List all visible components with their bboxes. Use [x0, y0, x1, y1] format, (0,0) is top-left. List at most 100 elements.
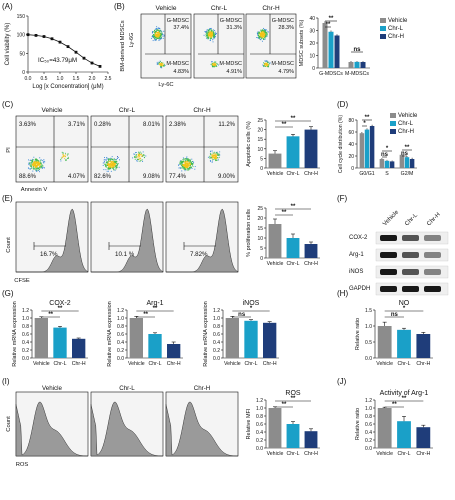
- panel-C-bar-b-sig-label: **: [291, 116, 296, 122]
- panel-B-event-dot: [263, 32, 265, 34]
- panel-A-x-tick-label: 0.0: [25, 76, 32, 82]
- panel-C-event-dot: [38, 161, 40, 163]
- panel-C-event-dot: [185, 162, 187, 164]
- panel-C-event-dot: [215, 154, 217, 156]
- panel-C-event-dot: [36, 164, 38, 166]
- panel-G-inos-y-tick-label: 0.6: [213, 332, 220, 338]
- panel-C-event-dot: [36, 160, 38, 162]
- panel-B-event-dot: [155, 31, 157, 33]
- panel-C-event-dot: [110, 157, 112, 159]
- panel-B-event-dot: [159, 33, 161, 34]
- panel-C-event-dot: [41, 164, 43, 165]
- panel-C-event-dot: [40, 167, 42, 169]
- panel-B-event-dot: [265, 62, 267, 64]
- panel-C-event-dot: [31, 165, 33, 167]
- panel-C-event-dot: [209, 160, 211, 162]
- panel-B-event-dot: [265, 64, 267, 66]
- panel-C-event-dot: [192, 164, 194, 166]
- panel-A-x-tick-label: 2.0: [89, 76, 96, 82]
- panel-C-event-dot: [32, 165, 34, 167]
- panel-B-event-dot: [211, 65, 213, 67]
- panel-B-event-dot: [205, 33, 207, 35]
- panel-C-event-dot: [104, 157, 105, 159]
- panel-B-event-dot: [261, 33, 263, 34]
- panel-B-event-dot: [207, 37, 209, 39]
- panel-B-event-dot: [261, 34, 263, 36]
- panel-E-bar-y-tick-label: 0: [260, 256, 263, 262]
- panel-G-inos-b-sig-label: *: [250, 306, 253, 312]
- panel-B-event-dot: [160, 31, 162, 33]
- panel-C-event-dot: [113, 158, 115, 160]
- panel-F-band: [402, 252, 419, 258]
- panel-C-event-dot: [31, 161, 33, 163]
- panel-A-point: [74, 50, 78, 54]
- panel-B-event-dot: [267, 65, 269, 67]
- panel-C-event-dot: [37, 163, 39, 165]
- panel-B-inner-y-label: Ly-6G: [129, 33, 135, 48]
- panel-C-event-dot: [43, 167, 45, 169]
- panel-C-event-dot: [39, 161, 41, 163]
- panel-C-event-dot: [141, 156, 143, 158]
- panel-C-event-dot: [211, 160, 213, 162]
- panel-C-event-dot: [112, 163, 114, 165]
- panel-B-event-dot: [215, 61, 217, 63]
- panel-A-curve: [27, 34, 101, 67]
- panel-C-event-dot: [184, 170, 186, 172]
- panel-C-event-dot: [140, 159, 142, 161]
- panel-C-event-dot: [35, 160, 37, 162]
- panel-B-legend-entry: Chr-L: [388, 26, 404, 32]
- panel-C-event-dot: [182, 160, 183, 162]
- panel-B-event-dot: [153, 34, 155, 36]
- panel-I-plot-title: Chr-L: [119, 385, 135, 392]
- panel-I-bar-y-axis-label: Relative MFI: [246, 408, 252, 439]
- panel-C-event-dot: [181, 163, 183, 165]
- panel-C-event-dot: [39, 169, 40, 170]
- panel-C-event-dot: [213, 152, 215, 154]
- panel-B-event-dot: [215, 65, 217, 67]
- panel-C-event-dot: [44, 161, 46, 163]
- panel-C-event-dot: [211, 154, 213, 156]
- panel-A-point: [50, 37, 54, 41]
- panel-C-event-dot: [107, 163, 109, 165]
- panel-B-event-dot: [159, 64, 161, 65]
- panel-C-event-dot: [212, 152, 214, 154]
- panel-B-event-dot: [157, 33, 159, 35]
- panel-G-inos-y-tick-label: 0.0: [213, 356, 220, 362]
- panel-A-point: [34, 34, 38, 37]
- panel-C-event-dot: [29, 164, 31, 166]
- panel-H-y-tick-label: 0.5: [365, 340, 372, 346]
- panel-A-point: [90, 61, 94, 65]
- panel-G-arg-1-b-sig-label: **: [153, 306, 158, 312]
- panel-B-event-dot: [258, 32, 260, 34]
- panel-B-event-dot: [206, 31, 208, 33]
- panel-C-event-dot: [213, 158, 215, 160]
- panel-C-event-dot: [32, 163, 34, 165]
- panel-B-event-dot: [210, 38, 212, 40]
- panel-C-event-dot: [212, 157, 214, 159]
- panel-B-event-dot: [212, 63, 214, 65]
- panel-J-bar-vehicle: [377, 408, 392, 448]
- panel-C-event-dot: [215, 160, 217, 162]
- panel-B-event-dot: [156, 32, 158, 33]
- panel-C-event-dot: [192, 164, 193, 165]
- panel-B-event-dot: [209, 34, 211, 36]
- panel-B-bar-m-mdscs: [354, 61, 360, 68]
- panel-B-event-dot: [158, 39, 160, 41]
- panel-C-event-dot: [62, 153, 64, 155]
- panel-C-event-dot: [39, 164, 41, 165]
- panel-B-event-dot: [161, 62, 163, 63]
- panel-C-event-dot: [68, 157, 69, 159]
- panel-C-event-dot: [107, 168, 109, 170]
- panel-B-event-dot: [206, 34, 208, 36]
- panel-C-event-dot: [41, 167, 43, 168]
- panel-B-event-dot: [155, 39, 157, 41]
- panel-B-bar-m-mdscs: [360, 62, 366, 68]
- panel-F-band: [402, 269, 419, 275]
- panel-C-event-dot: [183, 167, 184, 169]
- panel-B-event-dot: [154, 31, 156, 33]
- panel-C-quadrant-value: 9.00%: [218, 174, 236, 180]
- panel-C-event-dot: [138, 151, 140, 153]
- panel-B-event-dot: [211, 33, 213, 35]
- panel-B-event-dot: [208, 29, 210, 31]
- panel-C-event-dot: [181, 163, 183, 165]
